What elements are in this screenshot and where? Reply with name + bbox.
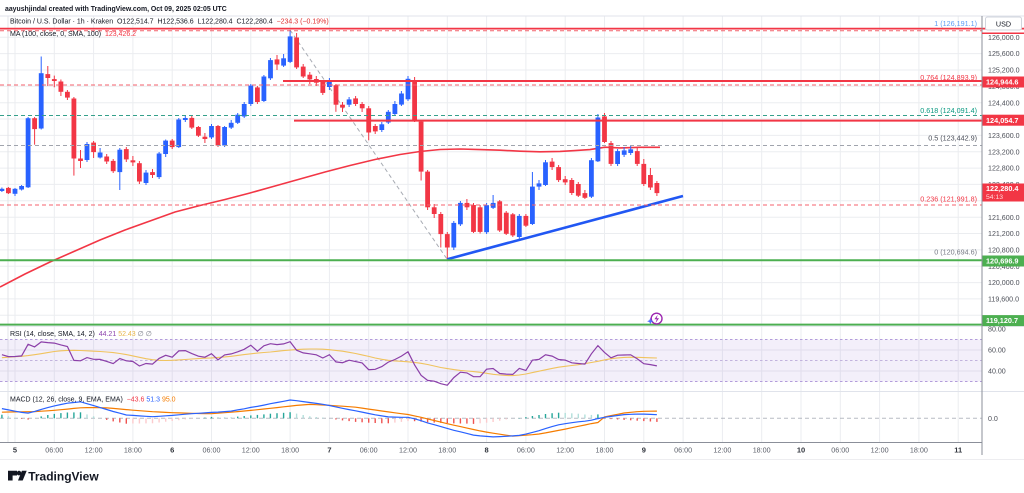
svg-text:MA (100, close, 0, SMA, 100): MA (100, close, 0, SMA, 100) 123,426.2 — [10, 31, 136, 38]
svg-text:5: 5 — [13, 446, 17, 455]
svg-text:Bitcoin / U.S. Dollar · 1h · K: Bitcoin / U.S. Dollar · 1h · Kraken O122… — [10, 19, 329, 26]
svg-text:120,400.0: 120,400.0 — [988, 263, 1020, 271]
svg-text:80.00: 80.00 — [988, 326, 1006, 334]
svg-text:122,800.0: 122,800.0 — [988, 165, 1020, 173]
svg-text:0.236 (121,991.8): 0.236 (121,991.8) — [920, 194, 977, 203]
svg-text:0 (120,694.6): 0 (120,694.6) — [934, 248, 977, 257]
svg-text:8: 8 — [485, 446, 489, 455]
svg-text:TradingView: TradingView — [28, 469, 99, 483]
svg-text:06:00: 06:00 — [45, 446, 63, 455]
svg-text:0.5 (123,442.9): 0.5 (123,442.9) — [928, 133, 977, 142]
svg-text:06:00: 06:00 — [831, 446, 849, 455]
svg-text:125,200.0: 125,200.0 — [988, 67, 1020, 75]
svg-text:12:00: 12:00 — [871, 446, 889, 455]
svg-text:0.764 (124,893.9): 0.764 (124,893.9) — [920, 73, 977, 82]
svg-text:124,400.0: 124,400.0 — [988, 99, 1020, 107]
svg-text:12:00: 12:00 — [399, 446, 417, 455]
svg-text:124,054.7: 124,054.7 — [986, 116, 1018, 125]
svg-text:18:00: 18:00 — [753, 446, 771, 455]
svg-text:120,800.0: 120,800.0 — [988, 247, 1020, 255]
svg-text:120,696.9: 120,696.9 — [986, 257, 1018, 266]
svg-text:60.00: 60.00 — [988, 347, 1006, 355]
svg-text:18:00: 18:00 — [438, 446, 456, 455]
svg-text:18:00: 18:00 — [124, 446, 142, 455]
svg-text:11: 11 — [954, 446, 962, 455]
svg-text:aayushjindal created with Trad: aayushjindal created with TradingView.co… — [5, 6, 227, 13]
svg-text:06:00: 06:00 — [517, 446, 535, 455]
svg-text:124,944.6: 124,944.6 — [986, 78, 1018, 87]
svg-text:1 (126,191.1): 1 (126,191.1) — [934, 19, 977, 28]
svg-text:125,600.0: 125,600.0 — [988, 50, 1020, 58]
svg-text:126,000.0: 126,000.0 — [988, 34, 1020, 42]
svg-text:12:00: 12:00 — [713, 446, 731, 455]
svg-text:6: 6 — [170, 446, 174, 455]
svg-text:12:00: 12:00 — [556, 446, 574, 455]
svg-text:121,600.0: 121,600.0 — [988, 214, 1020, 222]
svg-text:54:13: 54:13 — [986, 194, 1003, 201]
svg-text:12:00: 12:00 — [85, 446, 103, 455]
svg-text:123,200.0: 123,200.0 — [988, 148, 1020, 156]
svg-text:120,000.0: 120,000.0 — [988, 279, 1020, 287]
svg-text:06:00: 06:00 — [203, 446, 221, 455]
svg-text:06:00: 06:00 — [360, 446, 378, 455]
svg-text:18:00: 18:00 — [596, 446, 614, 455]
svg-text:119,600.0: 119,600.0 — [988, 296, 1019, 304]
svg-text:7: 7 — [327, 446, 331, 455]
svg-text:119,120.7: 119,120.7 — [986, 316, 1018, 325]
svg-text:123,600.0: 123,600.0 — [988, 132, 1020, 140]
svg-text:40.00: 40.00 — [988, 368, 1006, 376]
svg-text:0.0: 0.0 — [988, 415, 998, 423]
svg-text:06:00: 06:00 — [674, 446, 692, 455]
svg-text:18:00: 18:00 — [910, 446, 928, 455]
svg-text:MACD (12, 26, close, 9, EMA, E: MACD (12, 26, close, 9, EMA, EMA) −43.6 … — [10, 397, 176, 404]
svg-text:10: 10 — [797, 446, 805, 455]
svg-text:12:00: 12:00 — [242, 446, 260, 455]
svg-text:0.618 (124,091.4): 0.618 (124,091.4) — [920, 106, 977, 115]
svg-text:18:00: 18:00 — [281, 446, 299, 455]
svg-text:121,200.0: 121,200.0 — [988, 230, 1020, 238]
svg-text:RSI (14, close, SMA, 14, 2) 4: RSI (14, close, SMA, 14, 2) 44.21 52.43 … — [10, 331, 152, 338]
svg-text:USD: USD — [996, 20, 1011, 29]
svg-text:9: 9 — [642, 446, 646, 455]
svg-text:122,280.4: 122,280.4 — [986, 184, 1019, 193]
